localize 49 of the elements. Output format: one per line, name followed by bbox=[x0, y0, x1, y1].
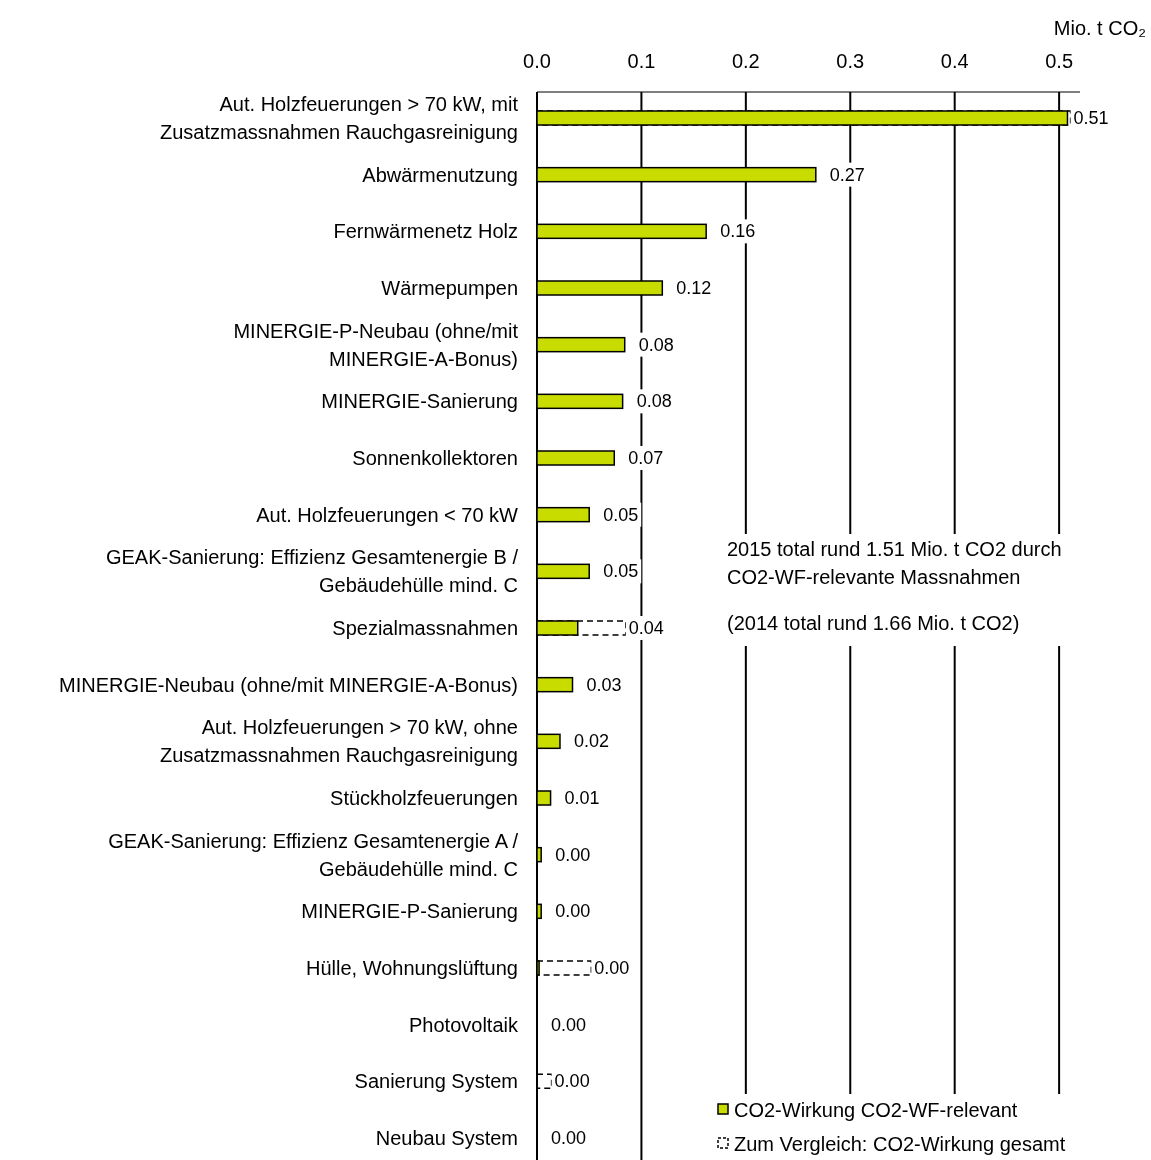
x-tick-label: 0.0 bbox=[523, 50, 551, 72]
x-tick-label: 0.2 bbox=[731, 50, 760, 72]
data-label: 0.08 bbox=[636, 391, 672, 412]
x-tick-label: 0.1 bbox=[627, 50, 656, 72]
y-tick-label: Sanierung System bbox=[354, 1070, 518, 1093]
y-tick-label: Spezialmassnahmen bbox=[332, 617, 518, 639]
y-tick-label: MINERGIE-Sanierung bbox=[321, 390, 518, 413]
data-label: 0.51 bbox=[1073, 108, 1109, 128]
data-label: 0.02 bbox=[573, 731, 610, 752]
data-label: 0.27 bbox=[829, 164, 865, 185]
x-axis-title: Mio. t CO₂ bbox=[1053, 17, 1146, 39]
x-tick-label: 0.4 bbox=[940, 50, 969, 72]
data-label: 0.04 bbox=[628, 618, 664, 638]
x-tick-label: 0.5 bbox=[1045, 50, 1074, 72]
data-label: 0.07 bbox=[628, 448, 664, 468]
annotation: 2015 total rund 1.51 Mio. t CO2 durch CO2-WF-relevante Massnahmen bbox=[727, 538, 1062, 588]
y-tick-label: Hülle, Wohnungslüftung bbox=[306, 957, 518, 979]
y-tick-label: Wärmepumpen bbox=[381, 277, 518, 299]
data-label: 0.03 bbox=[586, 674, 622, 695]
y-tick-label: Aut. Holzfeuerungen < 70 kW bbox=[256, 503, 519, 526]
legend-label: CO2-Wirkung CO2-WF-relevant bbox=[734, 1099, 1018, 1121]
y-tick-label: GEAK-Sanierung: Effizienz Gesamtenergie A / Gebäudehülle mind. C bbox=[108, 829, 519, 880]
data-label: 0.00 bbox=[555, 901, 591, 922]
y-tick-label: Fernwärmenetz Holz bbox=[333, 220, 518, 243]
y-tick-label: GEAK-Sanierung: Effizienz Gesamtenergie B / Gebäudehülle mind. C bbox=[105, 546, 519, 597]
data-label: 0.08 bbox=[638, 334, 674, 355]
y-tick-label: MINERGIE-Neubau (ohne/mit MINERGIE-A-Bonus) bbox=[58, 673, 518, 696]
data-label: 0.00 bbox=[554, 1071, 590, 1092]
y-tick-label: Stückholzfeuerungen bbox=[330, 787, 518, 809]
y-tick-label: Photovoltaik bbox=[409, 1013, 519, 1036]
data-label: 0.05 bbox=[603, 561, 639, 582]
y-tick-label: Neubau System bbox=[375, 1127, 518, 1149]
data-label: 0.12 bbox=[676, 278, 712, 298]
data-label: 0.16 bbox=[720, 221, 756, 242]
data-label: 0.00 bbox=[555, 844, 591, 865]
data-label: 0.00 bbox=[551, 1014, 587, 1035]
y-tick-label: Aut. Holzfeuerungen > 70 kW, mit Zusatzmassnahmen Rauchgasreinigung bbox=[160, 93, 519, 143]
y-tick-label: Aut. Holzfeuerungen > 70 kW, ohne Zusatzmassnahmen Rauchgasreinigung bbox=[160, 716, 518, 767]
x-tick-label: 0.3 bbox=[836, 50, 865, 72]
data-label: 0.00 bbox=[594, 958, 630, 978]
data-label: 0.05 bbox=[603, 504, 639, 525]
y-tick-label: MINERGIE-P-Sanierung bbox=[301, 900, 518, 923]
y-tick-label: Abwärmenutzung bbox=[362, 163, 518, 186]
data-label: 0.01 bbox=[564, 788, 600, 808]
y-tick-label: Sonnenkollektoren bbox=[352, 447, 518, 469]
annotation: (2014 total rund 1.66 Mio. t CO2) bbox=[727, 612, 1020, 634]
y-tick-label: MINERGIE-P-Neubau (ohne/mit MINERGIE-A-Bonus) bbox=[233, 319, 519, 370]
legend-label: Zum Vergleich: CO2-Wirkung gesamt bbox=[734, 1133, 1066, 1155]
data-label: 0.00 bbox=[551, 1128, 587, 1148]
